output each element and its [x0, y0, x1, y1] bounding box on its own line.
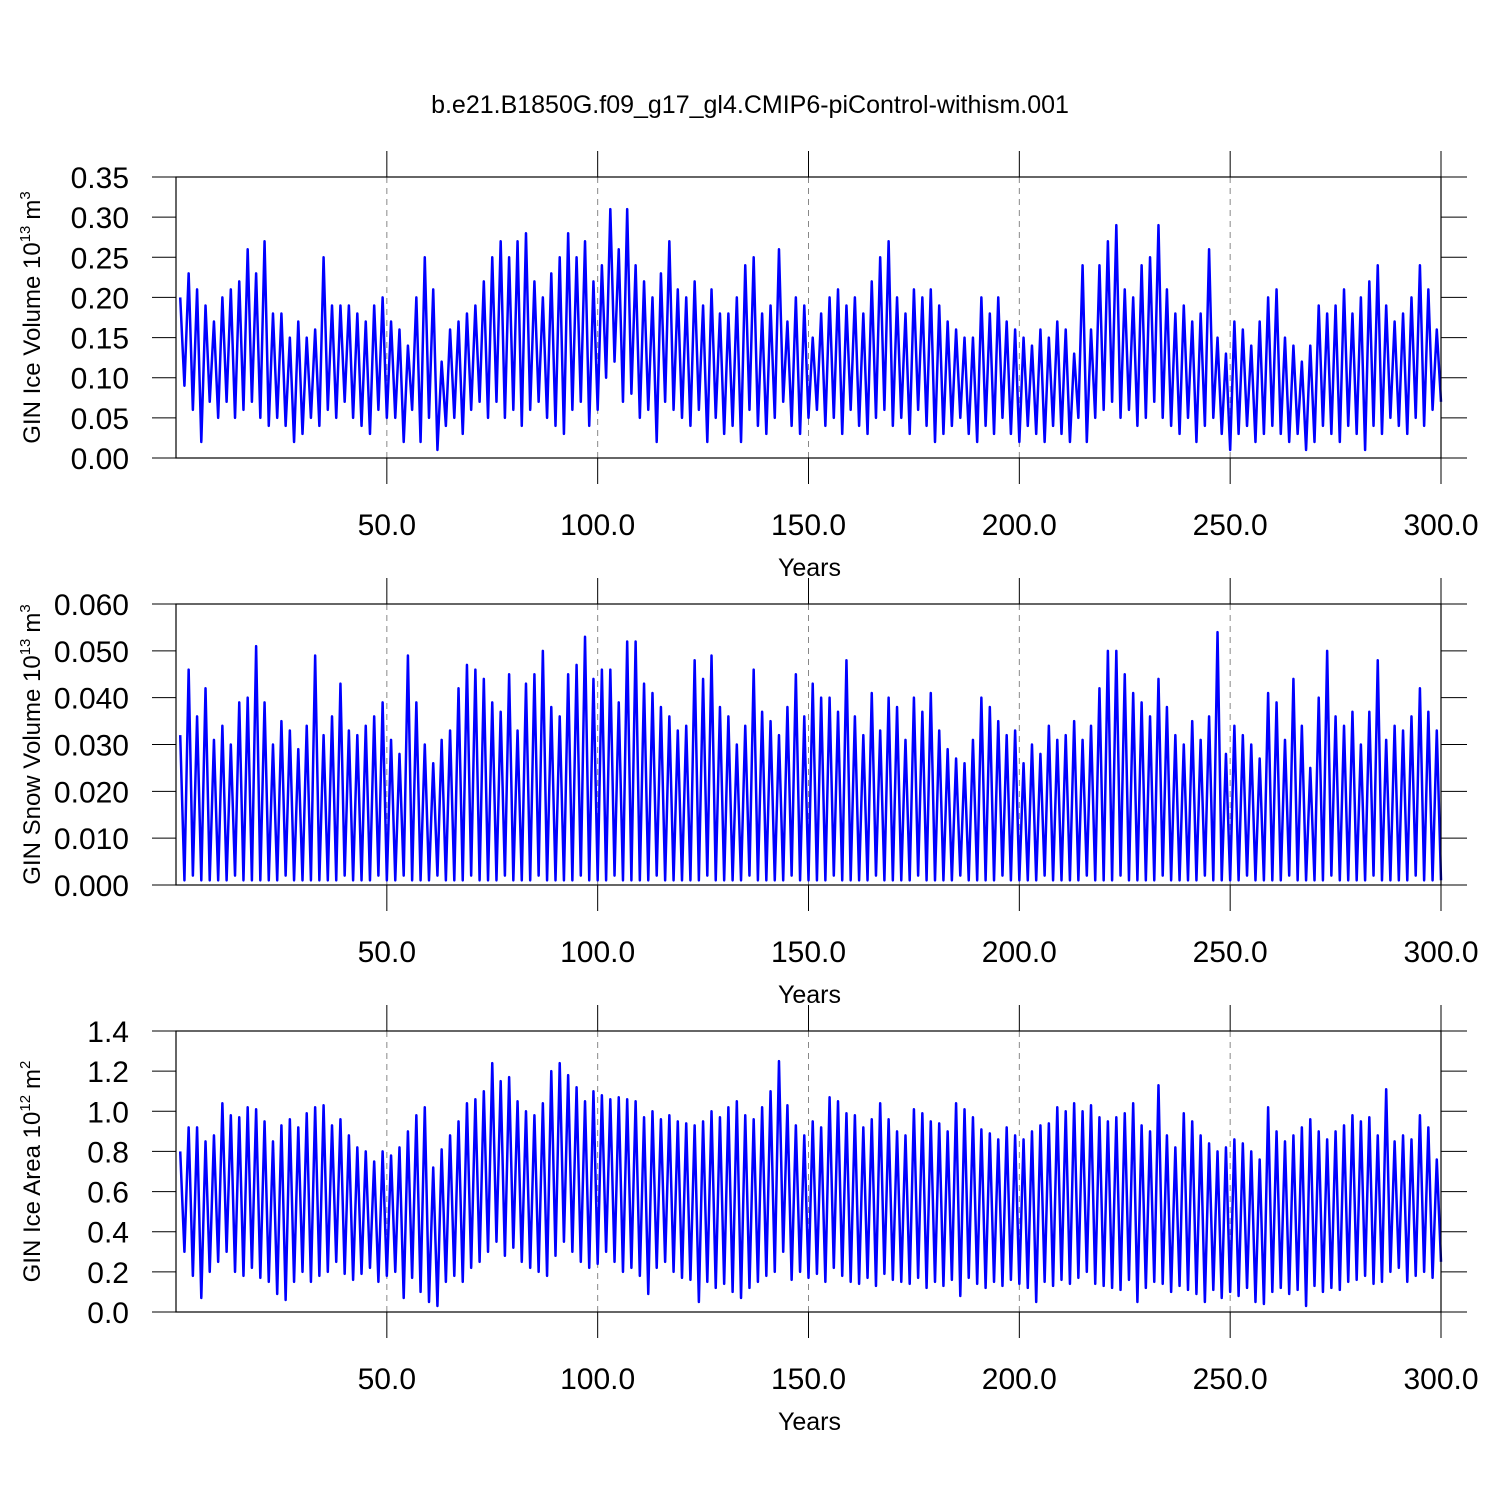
y-tick-label: 0.2 — [87, 1257, 129, 1290]
y-tick-label: 0.040 — [54, 683, 129, 716]
plot-frame — [175, 603, 1442, 886]
y-tick-label: 0.010 — [54, 823, 129, 856]
y-tick-label: 0.050 — [54, 636, 129, 669]
y-tick-label: 0.15 — [71, 323, 129, 356]
y-tick-label: 0.05 — [71, 403, 129, 436]
y-axis-label-text: GIN Ice Volume 10 — [19, 242, 46, 443]
x-tick-label: 200.0 — [982, 936, 1057, 969]
x-tick-label: 250.0 — [1193, 509, 1268, 542]
y-axis-label-unit-exponent: 3 — [17, 191, 34, 199]
y-tick-label: 0.000 — [54, 870, 129, 903]
y-axis-label: GIN Ice Volume 1013 m3 — [17, 191, 46, 443]
x-axis-label: Years — [778, 1408, 841, 1436]
x-tick-label: 50.0 — [358, 936, 416, 969]
y-axis-label-unit: m — [19, 1069, 46, 1089]
y-tick-label: 0.10 — [71, 363, 129, 396]
y-tick-label: 0.060 — [54, 589, 129, 622]
y-tick-label: 0.6 — [87, 1177, 129, 1210]
y-tick-label: 0.4 — [87, 1217, 129, 1250]
plot-frame — [175, 1030, 1442, 1313]
x-tick-label: 100.0 — [560, 1363, 635, 1396]
x-tick-label: 300.0 — [1403, 936, 1478, 969]
x-tick-label: 300.0 — [1403, 1363, 1478, 1396]
y-tick-label: 0.020 — [54, 776, 129, 809]
y-tick-label: 0.35 — [71, 162, 129, 195]
x-tick-label: 150.0 — [771, 1363, 846, 1396]
y-tick-label: 1.4 — [87, 1016, 129, 1049]
y-axis-label-exponent: 13 — [17, 226, 34, 243]
y-axis-label-text: GIN Snow Volume 10 — [19, 655, 46, 884]
x-tick-label: 50.0 — [358, 1363, 416, 1396]
x-tick-label: 250.0 — [1193, 936, 1268, 969]
y-axis-label: GIN Snow Volume 1013 m3 — [17, 604, 46, 884]
data-line — [178, 630, 1443, 882]
y-tick-label: 0.8 — [87, 1136, 129, 1169]
x-axis-label: Years — [778, 981, 841, 1009]
data-line — [178, 207, 1443, 452]
chart-title: b.e21.B1850G.f09_g17_gl4.CMIP6-piControl… — [431, 91, 1069, 119]
y-tick-label: 0.030 — [54, 730, 129, 763]
y-axis-label-unit-exponent: 2 — [17, 1061, 34, 1069]
x-tick-label: 100.0 — [560, 509, 635, 542]
y-axis-label-exponent: 13 — [17, 639, 34, 656]
x-tick-label: 150.0 — [771, 936, 846, 969]
x-tick-label: 100.0 — [560, 936, 635, 969]
y-axis-label-unit-exponent: 3 — [17, 604, 34, 612]
y-axis-label-exponent: 12 — [17, 1095, 34, 1112]
y-axis-label: GIN Ice Area 1012 m2 — [17, 1061, 46, 1283]
y-tick-label: 0.00 — [71, 443, 129, 476]
plot-frame — [175, 176, 1442, 459]
x-tick-label: 200.0 — [982, 1363, 1057, 1396]
x-tick-label: 200.0 — [982, 509, 1057, 542]
y-tick-label: 1.2 — [87, 1056, 129, 1089]
y-tick-label: 0.30 — [71, 202, 129, 235]
y-axis-label-unit: m — [19, 200, 46, 220]
y-tick-label: 0.25 — [71, 242, 129, 275]
x-tick-label: 150.0 — [771, 509, 846, 542]
x-axis-label: Years — [778, 554, 841, 582]
y-tick-label: 1.0 — [87, 1096, 129, 1129]
x-tick-label: 50.0 — [358, 509, 416, 542]
x-tick-label: 300.0 — [1403, 509, 1478, 542]
y-axis-label-text: GIN Ice Area 10 — [19, 1112, 46, 1283]
y-axis-label-unit: m — [19, 613, 46, 633]
y-tick-label: 0.20 — [71, 282, 129, 315]
y-tick-label: 0.0 — [87, 1297, 129, 1330]
x-tick-label: 250.0 — [1193, 1363, 1268, 1396]
data-line — [178, 1059, 1443, 1308]
